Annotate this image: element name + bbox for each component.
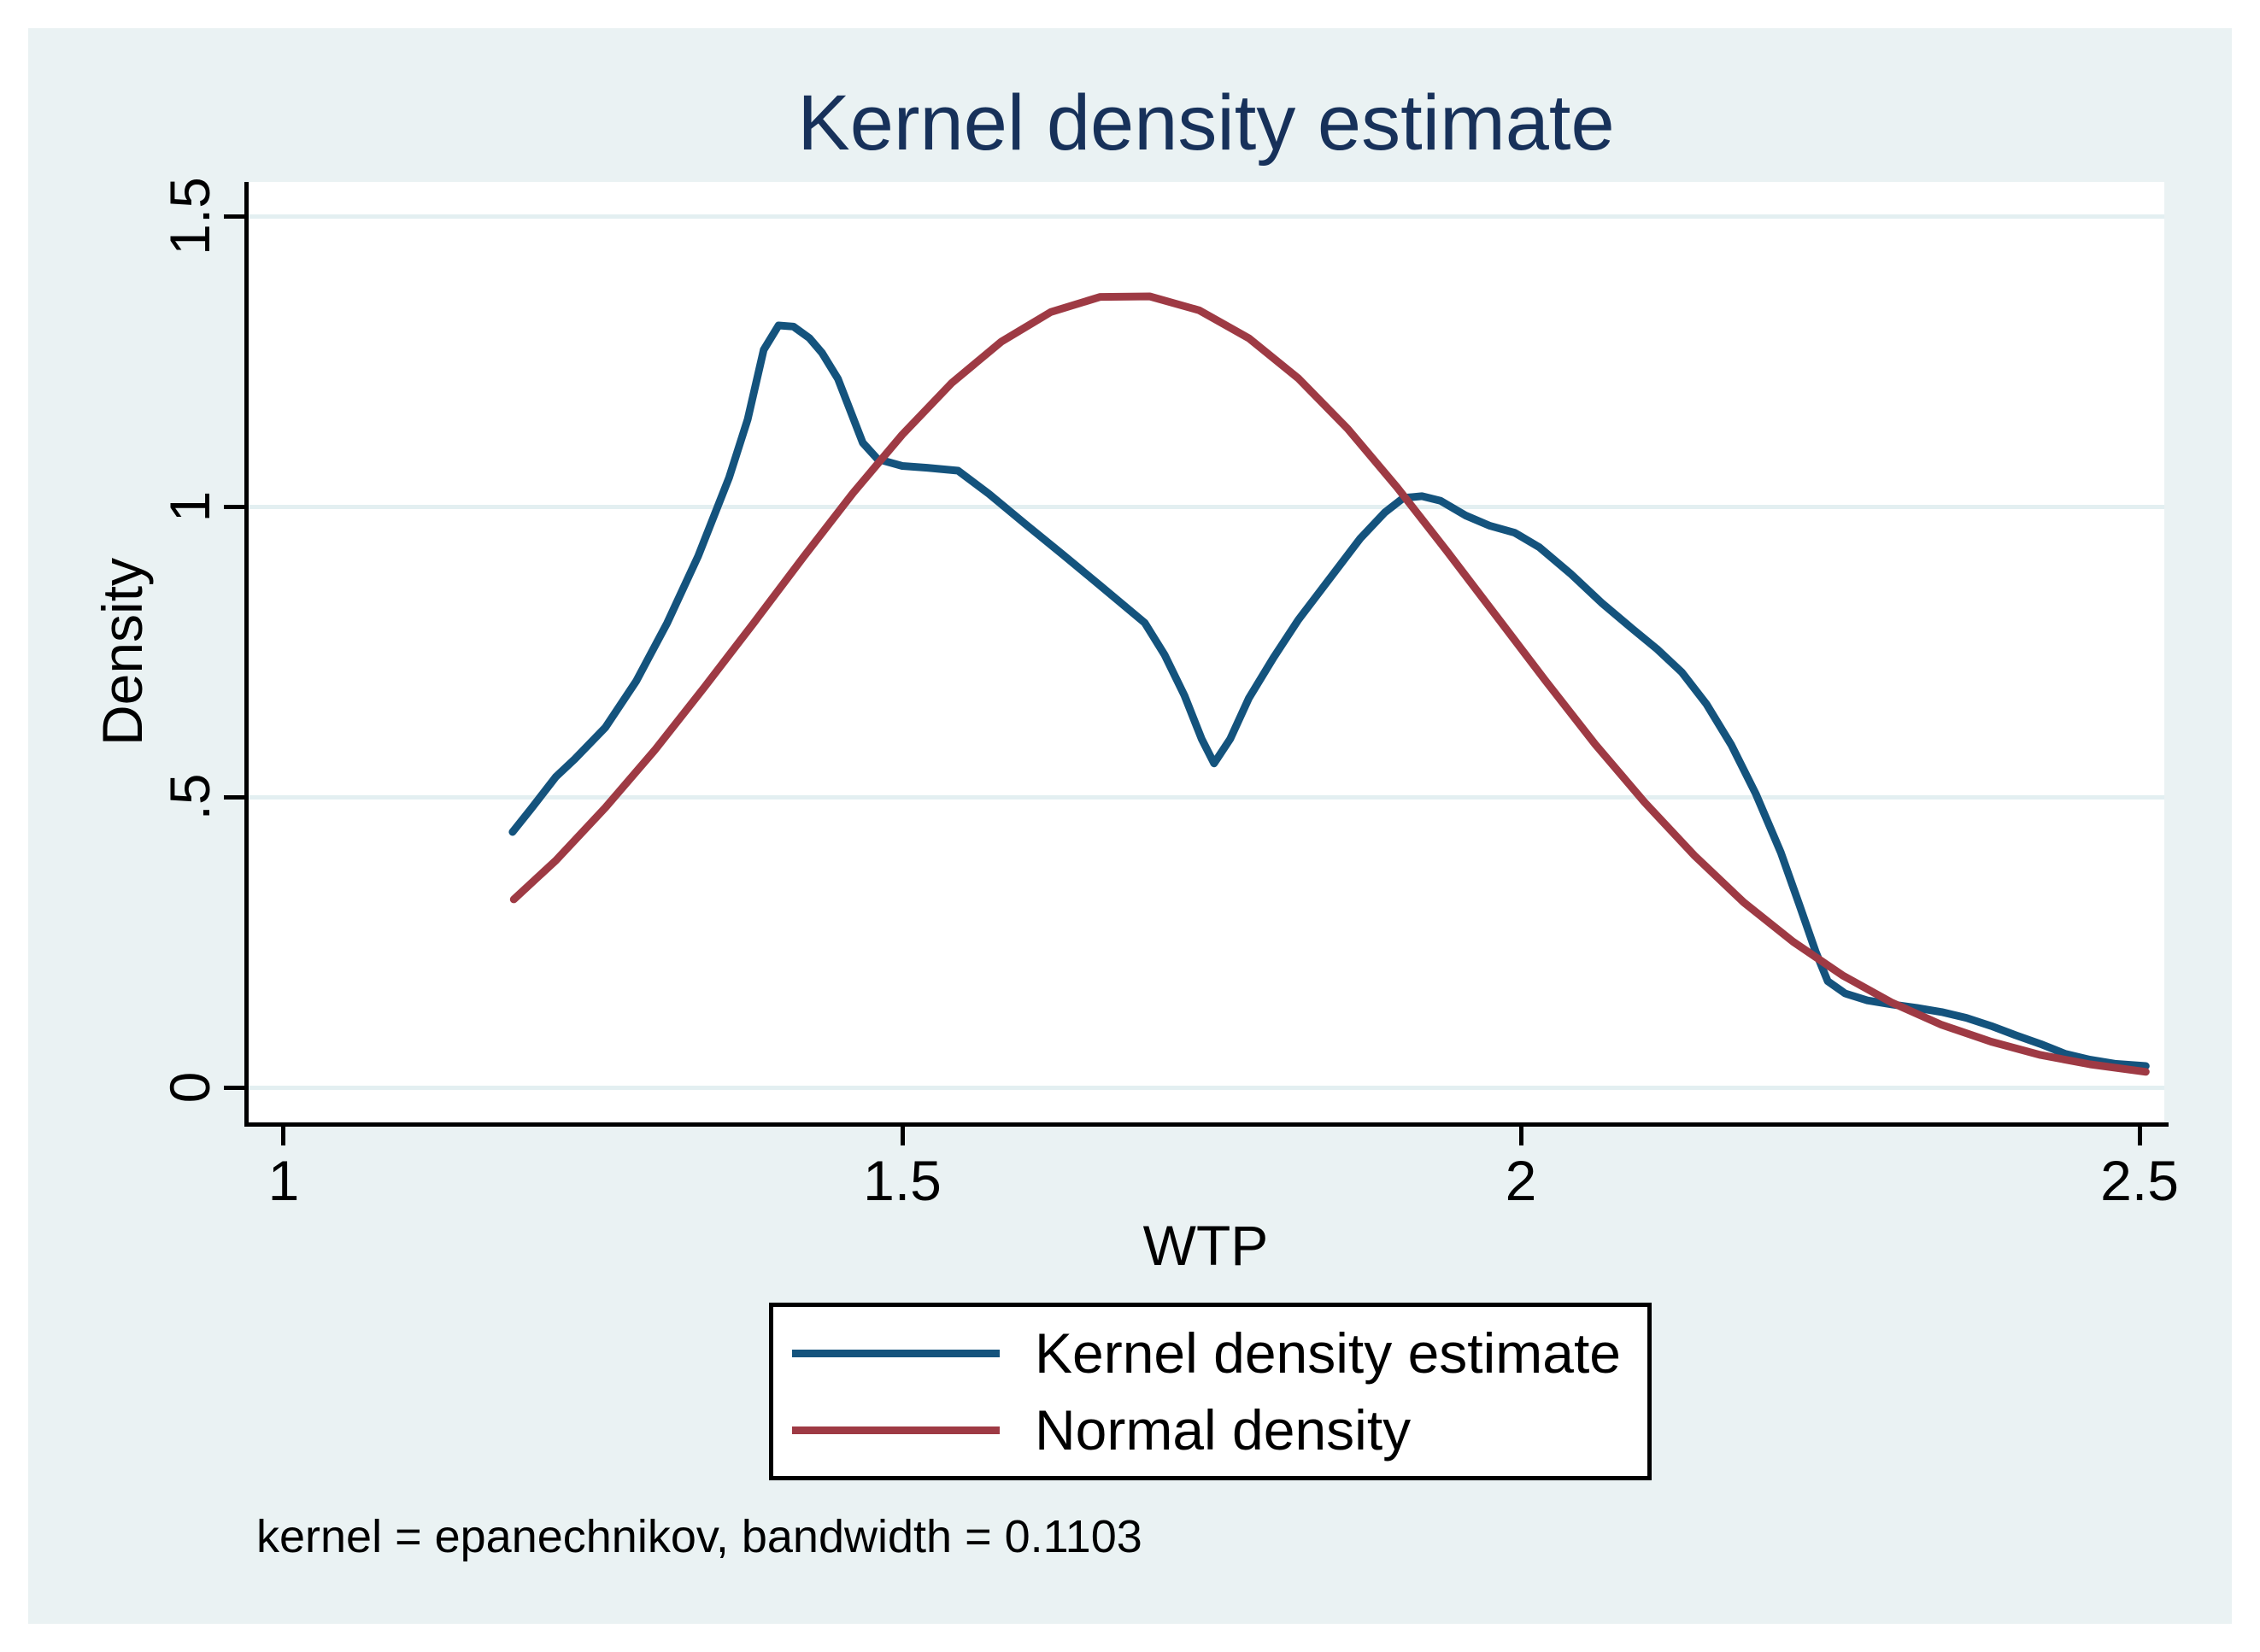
x-axis-title: WTP bbox=[1142, 1214, 1269, 1277]
gridline-y-1.5 bbox=[246, 214, 2164, 219]
y-tick-label-1: 1 bbox=[158, 490, 221, 523]
x-tick-1.5 bbox=[900, 1127, 905, 1145]
kernel-bandwidth-note: kernel = epanechnikov, bandwidth = 0.110… bbox=[256, 1511, 1142, 1562]
x-tick-label-1.5: 1.5 bbox=[863, 1149, 942, 1212]
series-line-kernel bbox=[508, 321, 2150, 1070]
x-axis-line bbox=[244, 1122, 2169, 1127]
x-tick-label-1: 1 bbox=[267, 1149, 300, 1212]
y-tick-1.5 bbox=[224, 214, 245, 219]
x-tick-2 bbox=[1518, 1127, 1523, 1145]
normal-line-swatch bbox=[792, 1426, 1000, 1434]
legend-row-normal: Normal density bbox=[773, 1398, 1647, 1462]
gridline-y-0.5 bbox=[246, 794, 2164, 800]
y-tick-1 bbox=[224, 504, 245, 509]
legend-label-kernel: Kernel density estimate bbox=[1035, 1321, 1622, 1385]
kernel-line-swatch bbox=[792, 1349, 1000, 1357]
x-tick-1 bbox=[281, 1127, 286, 1145]
legend-label-normal: Normal density bbox=[1035, 1398, 1412, 1462]
y-tick-label-0: 0 bbox=[158, 1071, 221, 1104]
gridline-y-0 bbox=[246, 1085, 2164, 1090]
legend-box: Kernel density estimate Normal density bbox=[769, 1303, 1652, 1480]
y-tick-label-.5: .5 bbox=[158, 773, 221, 821]
x-tick-label-2: 2 bbox=[1505, 1149, 1537, 1212]
y-axis-title: Density bbox=[91, 557, 154, 747]
y-axis-line bbox=[244, 182, 249, 1127]
y-tick-.5 bbox=[224, 794, 245, 800]
plot-area bbox=[246, 182, 2164, 1122]
legend-row-kernel: Kernel density estimate bbox=[773, 1321, 1647, 1385]
x-tick-2.5 bbox=[2137, 1127, 2142, 1145]
gridline-y-1 bbox=[246, 504, 2164, 509]
plot-svg bbox=[508, 292, 2150, 1076]
chart-title: Kernel density estimate bbox=[797, 79, 1615, 167]
x-tick-label-2.5: 2.5 bbox=[2100, 1149, 2179, 1212]
y-tick-0 bbox=[224, 1085, 245, 1090]
series-line-normal bbox=[509, 292, 2150, 1076]
y-tick-label-1.5: 1.5 bbox=[158, 177, 221, 255]
